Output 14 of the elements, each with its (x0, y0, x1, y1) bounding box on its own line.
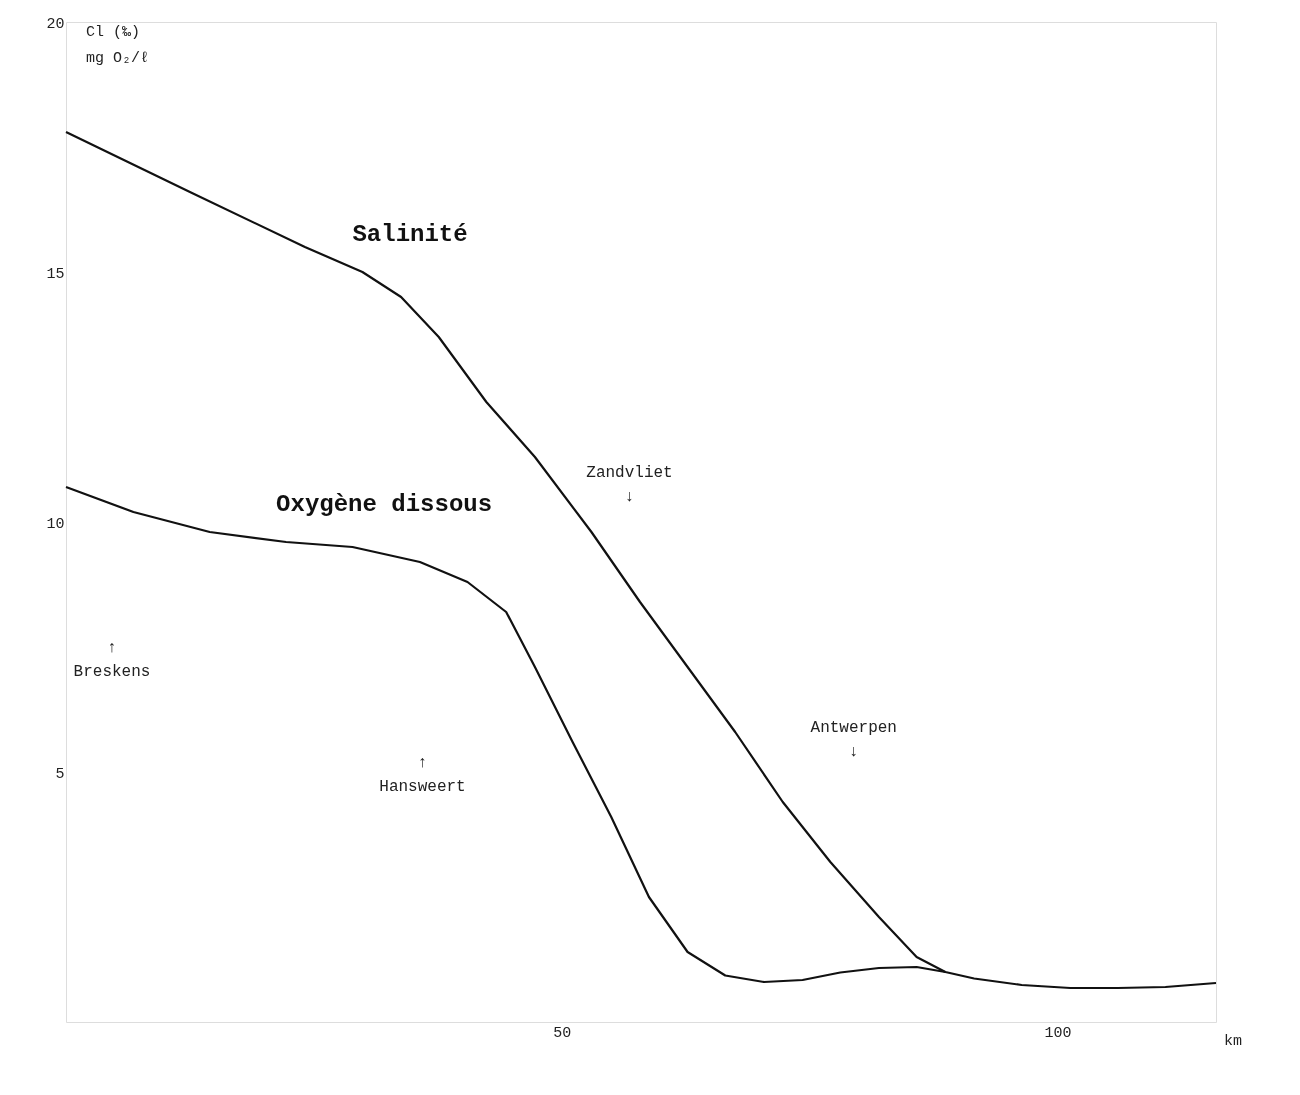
y-tick-label: 15 (46, 265, 65, 283)
x-tick-label: 100 (1044, 1024, 1072, 1042)
annotation: ↑ Hansweert (379, 754, 466, 796)
annotation: Zandvliet ↓ (586, 464, 673, 506)
annotation: ↑ Breskens (73, 639, 151, 681)
series-label: Oxygène dissous (276, 491, 493, 518)
y-tick-label: 10 (46, 515, 65, 533)
y-axis-title: Cl (‰) mg O₂/ℓ (86, 24, 150, 67)
x-axis-title: km (1224, 1033, 1243, 1050)
y-tick-label: 20 (46, 15, 65, 33)
series-label: Salinité (352, 221, 468, 248)
annotation: Antwerpen ↓ (810, 719, 897, 761)
y-tick-label: 5 (55, 765, 65, 783)
x-tick-label: 50 (553, 1024, 572, 1042)
